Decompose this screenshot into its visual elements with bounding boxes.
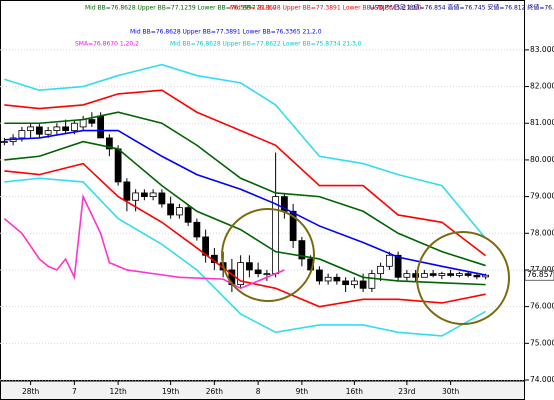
candle-body bbox=[377, 265, 385, 275]
last-price-box bbox=[524, 269, 554, 281]
x-tick-label: 9th bbox=[296, 387, 309, 396]
candle-body bbox=[88, 119, 96, 124]
candle-body bbox=[298, 240, 306, 260]
x-tick-label: 28th bbox=[22, 387, 39, 396]
candle-body bbox=[184, 207, 192, 223]
candle-body bbox=[70, 122, 78, 131]
candle-body bbox=[464, 273, 472, 276]
candle-body bbox=[403, 273, 411, 278]
candle-body bbox=[97, 115, 105, 139]
candle-body bbox=[324, 276, 332, 282]
candle-body bbox=[342, 280, 350, 286]
candle-body bbox=[27, 126, 35, 131]
candle-body bbox=[315, 269, 323, 282]
candle-body bbox=[167, 203, 175, 216]
indicator-line bbox=[4, 129, 486, 276]
indicator-line bbox=[4, 177, 487, 337]
legend-entry: Mid BB=76.8628 Upper BB=77.3891 Lower BB… bbox=[130, 29, 322, 36]
candle-body bbox=[333, 276, 341, 282]
last-price-label: 76.857 bbox=[527, 270, 553, 279]
candle-body bbox=[132, 192, 140, 201]
candle-body bbox=[447, 273, 455, 276]
indicator-line bbox=[4, 140, 486, 286]
candle-body bbox=[359, 280, 367, 289]
y-tick-label: 83.000 bbox=[530, 45, 554, 54]
candle-body bbox=[0, 141, 8, 143]
x-tick-label: 19th bbox=[162, 387, 179, 396]
candle-body bbox=[175, 207, 183, 216]
candle-body bbox=[473, 274, 481, 278]
indicator-line bbox=[4, 63, 487, 239]
candle-body bbox=[193, 221, 201, 238]
candle-body bbox=[140, 192, 148, 198]
candle-body bbox=[105, 137, 113, 150]
candle-body bbox=[455, 273, 463, 276]
candle-body bbox=[263, 273, 271, 276]
indicator-line bbox=[4, 89, 487, 257]
candle-body bbox=[482, 274, 490, 278]
y-tick-label: 80.000 bbox=[530, 155, 554, 164]
candle-body bbox=[123, 181, 131, 201]
candle-body bbox=[245, 262, 253, 271]
x-tick-label: 7 bbox=[72, 387, 77, 396]
legend-entry: USDJPY,日足 始値=76.854 高値=76.745 安値=76.812 … bbox=[370, 4, 554, 12]
legend-entry: Mid BB=76.8628 Upper BB=77.8622 Lower BB… bbox=[170, 41, 362, 48]
legend-entry: SMA=76.8670 1,20,2 bbox=[75, 41, 139, 48]
x-tick-label: 23rd bbox=[398, 387, 415, 396]
candle-body bbox=[18, 130, 26, 139]
indicator-line bbox=[4, 111, 486, 267]
indicator-line bbox=[4, 162, 486, 308]
annotation-circle bbox=[416, 231, 510, 325]
candle-body bbox=[254, 269, 262, 275]
candle-body bbox=[53, 126, 61, 131]
candle-body bbox=[79, 119, 87, 128]
indicator-line bbox=[3, 193, 285, 290]
y-tick-label: 77.000 bbox=[530, 265, 554, 274]
x-tick-label: 16th bbox=[346, 387, 363, 396]
y-tick-label: 78.000 bbox=[530, 228, 554, 237]
x-tick-label: 30th bbox=[442, 387, 459, 396]
y-tick-label: 79.000 bbox=[530, 192, 554, 201]
x-tick-label: 26th bbox=[206, 387, 223, 396]
candle-body bbox=[272, 196, 280, 275]
candle-body bbox=[412, 273, 420, 278]
candle-body bbox=[158, 192, 166, 205]
candle-body bbox=[237, 262, 245, 286]
annotation-circle bbox=[221, 208, 315, 302]
candle-body bbox=[368, 273, 376, 289]
candle-body bbox=[385, 254, 393, 267]
candle-body bbox=[35, 126, 43, 135]
y-tick-label: 76.000 bbox=[530, 302, 554, 311]
candle-body bbox=[420, 273, 428, 278]
candle-body bbox=[289, 210, 297, 242]
candle-body bbox=[394, 254, 402, 278]
candle-body bbox=[438, 273, 446, 276]
candle-body bbox=[350, 280, 358, 286]
y-tick-label: 74.000 bbox=[530, 375, 554, 384]
candle-body bbox=[62, 126, 70, 131]
legend-entry: Mid BB=76.8628 Upper BB=77.1239 Lower BB… bbox=[85, 5, 277, 12]
y-tick-label: 82.000 bbox=[530, 82, 554, 91]
candle-body bbox=[44, 130, 52, 135]
candle-body bbox=[149, 192, 157, 198]
x-tick-label: 12th bbox=[110, 387, 127, 396]
legend-entry: Mid BB=76.8628 Upper BB=77.3891 Lower BB… bbox=[230, 5, 422, 12]
y-tick-label: 75.000 bbox=[530, 338, 554, 347]
x-tick-label: 8 bbox=[256, 387, 261, 396]
candle-body bbox=[114, 148, 122, 183]
y-tick-label: 81.000 bbox=[530, 118, 554, 127]
candle-body bbox=[429, 273, 437, 276]
